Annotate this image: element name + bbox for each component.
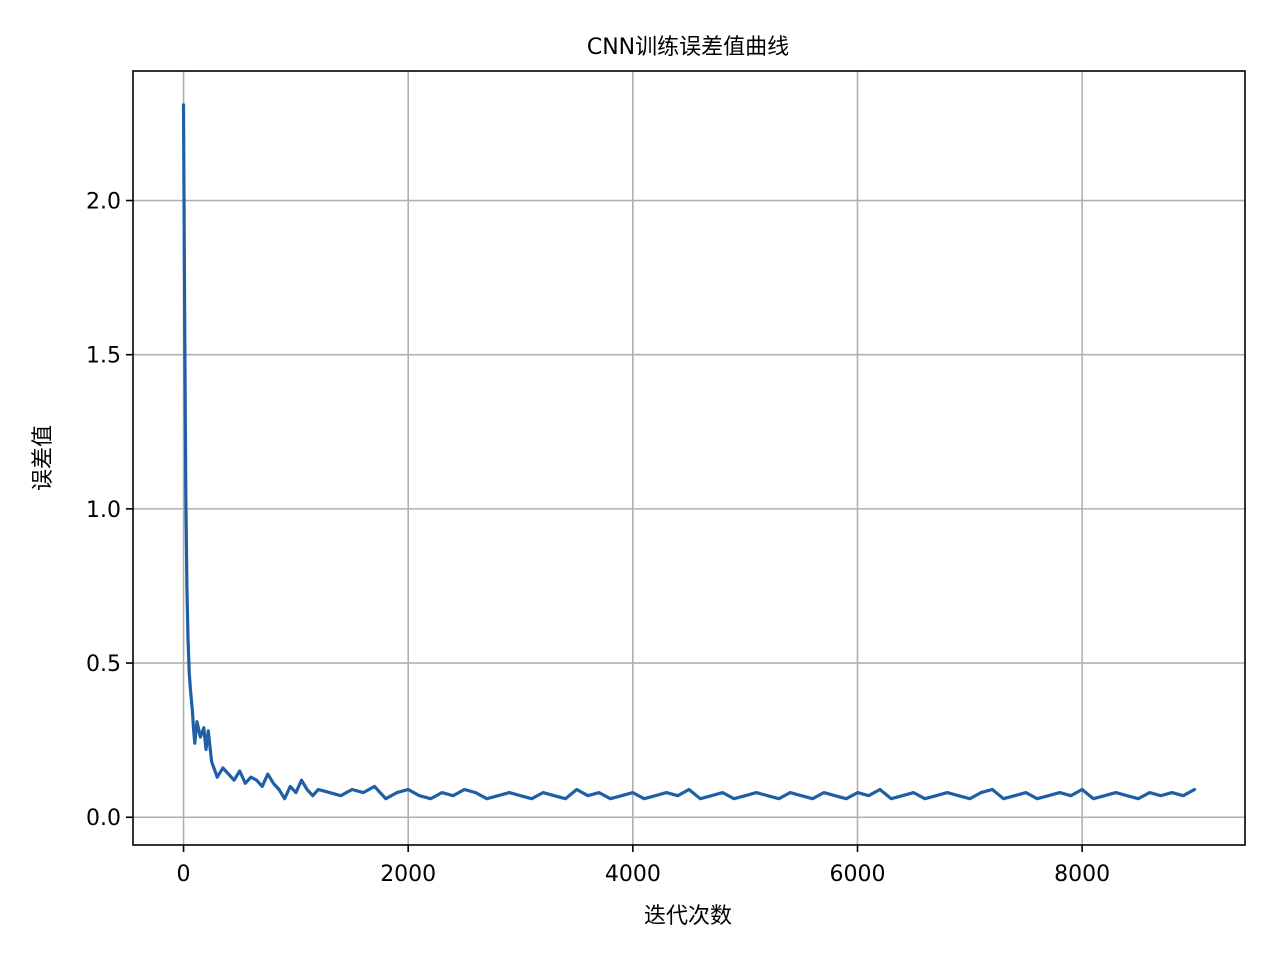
grid-lines: [133, 71, 1245, 845]
y-tick-label: 1.5: [86, 344, 121, 369]
x-tick-label: 8000: [1054, 862, 1110, 887]
y-tick-label: 1.0: [86, 498, 121, 523]
y-axis-label: 误差值: [31, 425, 56, 491]
x-tick-label: 4000: [605, 862, 661, 887]
x-tick-label: 0: [177, 862, 191, 887]
series-layer: [181, 103, 1197, 801]
loss-series-line: [181, 103, 1197, 801]
y-tick-label: 0.5: [86, 652, 121, 677]
axis-ticks: 0 2000 4000 6000 8000 0.0 0.5 1.0 1.5 2.0: [86, 190, 1110, 887]
y-tick-label: 2.0: [86, 190, 121, 215]
x-tick-label: 2000: [380, 862, 436, 887]
x-axis-label: 迭代次数: [644, 904, 732, 929]
plot-area-frame: [132, 70, 1246, 846]
chart-title: CNN训练误差值曲线: [587, 35, 789, 60]
y-tick-label: 0.0: [86, 806, 121, 831]
x-tick-label: 6000: [829, 862, 885, 887]
